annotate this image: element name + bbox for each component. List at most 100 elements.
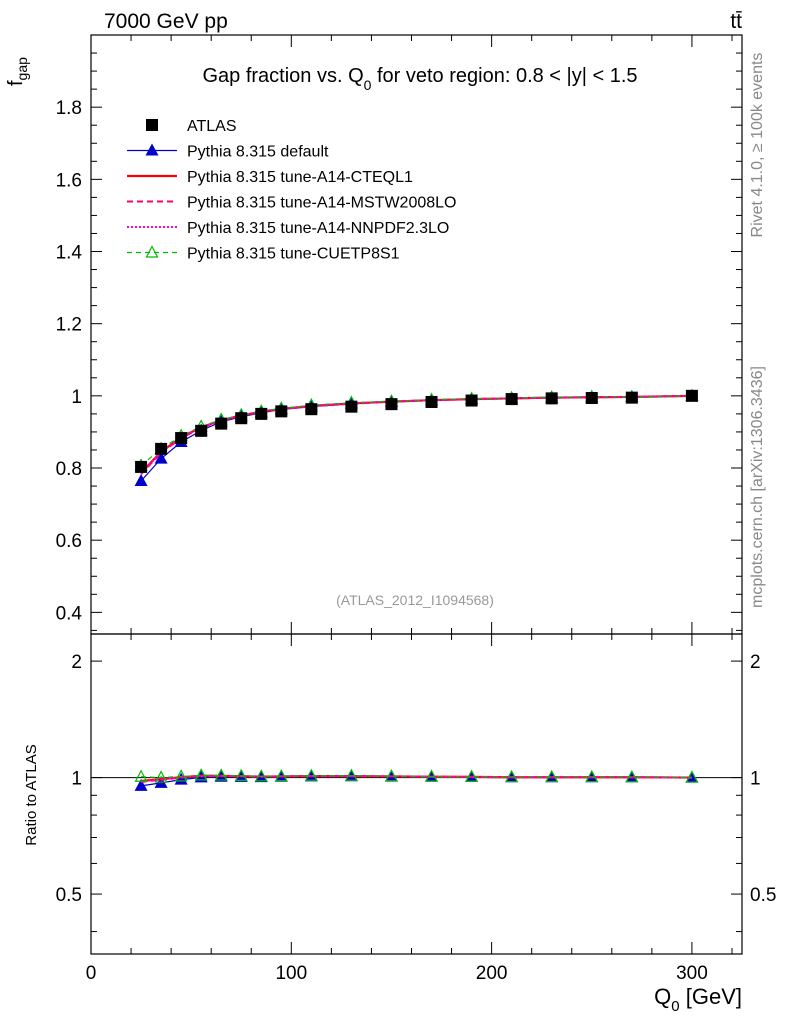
ratio-series-point [625,769,639,783]
y-axis-title: fgap [5,57,30,86]
x-tick-label: 0 [86,963,97,984]
ratio-series-point [194,768,208,781]
ratio-series-point [304,768,318,781]
legend-marker [146,119,158,131]
legend-marker [145,143,159,156]
ratio-series-point [685,770,699,783]
energy-label: 7000 GeV pp [104,10,228,33]
main-series-point [585,392,598,405]
y-tick-label: 1.2 [56,315,82,336]
main-series-3 [140,394,692,475]
main-series-point [385,398,398,411]
main-series-group [134,388,699,487]
ratio-series-point [465,769,479,782]
ratio-axis-ticks: 0.5 0.5 1 1 2 2 [56,652,776,933]
y-tick-label: 0.8 [56,459,82,480]
y-tick-label: 1 [71,387,82,408]
rivet-label: Rivet 4.1.0, ≥ 100k events [749,53,766,238]
legend-label: Pythia 8.315 tune-CUETP8S1 [187,246,400,263]
legend-item: ATLAS [146,118,237,135]
main-series-5 [134,388,699,471]
legend-marker [145,245,159,258]
main-series-point [545,392,558,405]
main-series-line [140,395,692,466]
legend-label: Pythia 8.315 default [187,144,329,161]
x-tick-label: 300 [676,963,708,984]
main-series-point [215,417,228,430]
main-series-point [305,403,318,416]
ratio-series-point [174,772,188,785]
chart-title-rest: for veto region: 0.8 < |y| < 1.5 [371,65,637,87]
legend-item: Pythia 8.315 tune-CUETP8S1 [127,245,400,263]
main-series-point [625,391,638,404]
y-tick-label: 1.6 [56,170,82,191]
x-axis-title-main: Q [654,984,671,1009]
main-series-point [235,412,248,425]
legend-label: Pythia 8.315 tune-A14-CTEQL1 [187,169,413,186]
mcplots-label: mcplots.cern.ch [arXiv:1306.3436] [749,366,766,608]
main-series-point [685,389,698,402]
ratio-series-point [505,769,519,783]
legend-item: Pythia 8.315 tune-A14-NNPDF2.3LO [127,220,449,237]
main-series-point [195,424,208,437]
main-series-point [155,442,168,455]
main-series-line [140,394,692,475]
y-tick-label: 1.4 [56,243,83,264]
ratio-tick-label-right: 1 [750,769,761,790]
ratio-series-point [384,768,398,782]
main-series-point [465,394,478,407]
main-series-1 [134,388,699,487]
legend-item: Pythia 8.315 tune-A14-MSTW2008LO [127,195,456,212]
ratio-tick-label-left: 1 [71,769,82,790]
legend: ATLAS Pythia 8.315 default Pythia 8.315 tu… [127,118,456,263]
ratio-tick-label-left: 2 [71,652,82,673]
main-series-line [140,394,692,475]
main-series-point [275,405,288,418]
ratio-series-5 [134,768,699,783]
ratio-series-point [134,769,148,782]
main-series-point [425,395,438,408]
ratio-tick-label-right: 2 [750,652,761,673]
chart-title-sub: 0 [364,77,372,93]
main-series-point [345,400,358,413]
ratio-series-group [134,768,699,791]
x-axis-ticks: 0 100 200 300 [86,35,733,984]
ratio-series-point [154,770,168,783]
x-axis-title-rest: [GeV] [680,984,742,1009]
x-axis-title: Q0 [GeV] [654,984,742,1015]
y-axis-title-sub: gap [14,57,30,81]
process-label: tt̄ [730,10,742,33]
ratio-series-point [425,769,439,782]
main-series-point [255,407,268,420]
legend-item: Pythia 8.315 default [127,143,329,161]
ratio-series-point [254,769,268,782]
ratio-series-point [214,768,228,781]
main-series-0 [135,389,698,473]
y-tick-label: 1.8 [56,98,82,119]
ratio-tick-label-right: 0.5 [750,885,776,906]
x-tick-label: 200 [476,963,508,984]
ratio-y-axis-title: Ratio to ATLAS [23,744,40,845]
main-series-point [175,432,188,445]
x-tick-label: 100 [275,963,307,984]
y-tick-label: 0.6 [56,531,82,552]
main-series-point [154,451,168,464]
main-series-point [505,393,518,406]
main-series-line [140,395,692,482]
ratio-series-point [234,768,248,782]
ratio-tick-label-left: 0.5 [56,885,82,906]
ratio-series-point [174,769,188,782]
y-axis-title-main: f [5,80,27,86]
x-axis-title-sub: 0 [671,998,679,1015]
chart-title-main: Gap fraction vs. Q [202,65,363,87]
ratio-plot-frame [90,633,743,955]
ratio-series-point [344,768,358,781]
main-axis-ticks: 0.4 0.6 0.8 1 1.2 1.4 1.6 1.8 [56,34,742,631]
legend-label: Pythia 8.315 tune-A14-MSTW2008LO [187,195,456,212]
ratio-series-point [545,769,559,783]
main-series-point [134,474,148,487]
legend-item: Pythia 8.315 tune-A14-CTEQL1 [127,169,413,186]
legend-label: ATLAS [187,118,237,135]
analysis-watermark: (ATLAS_2012_I1094568) [336,592,494,608]
